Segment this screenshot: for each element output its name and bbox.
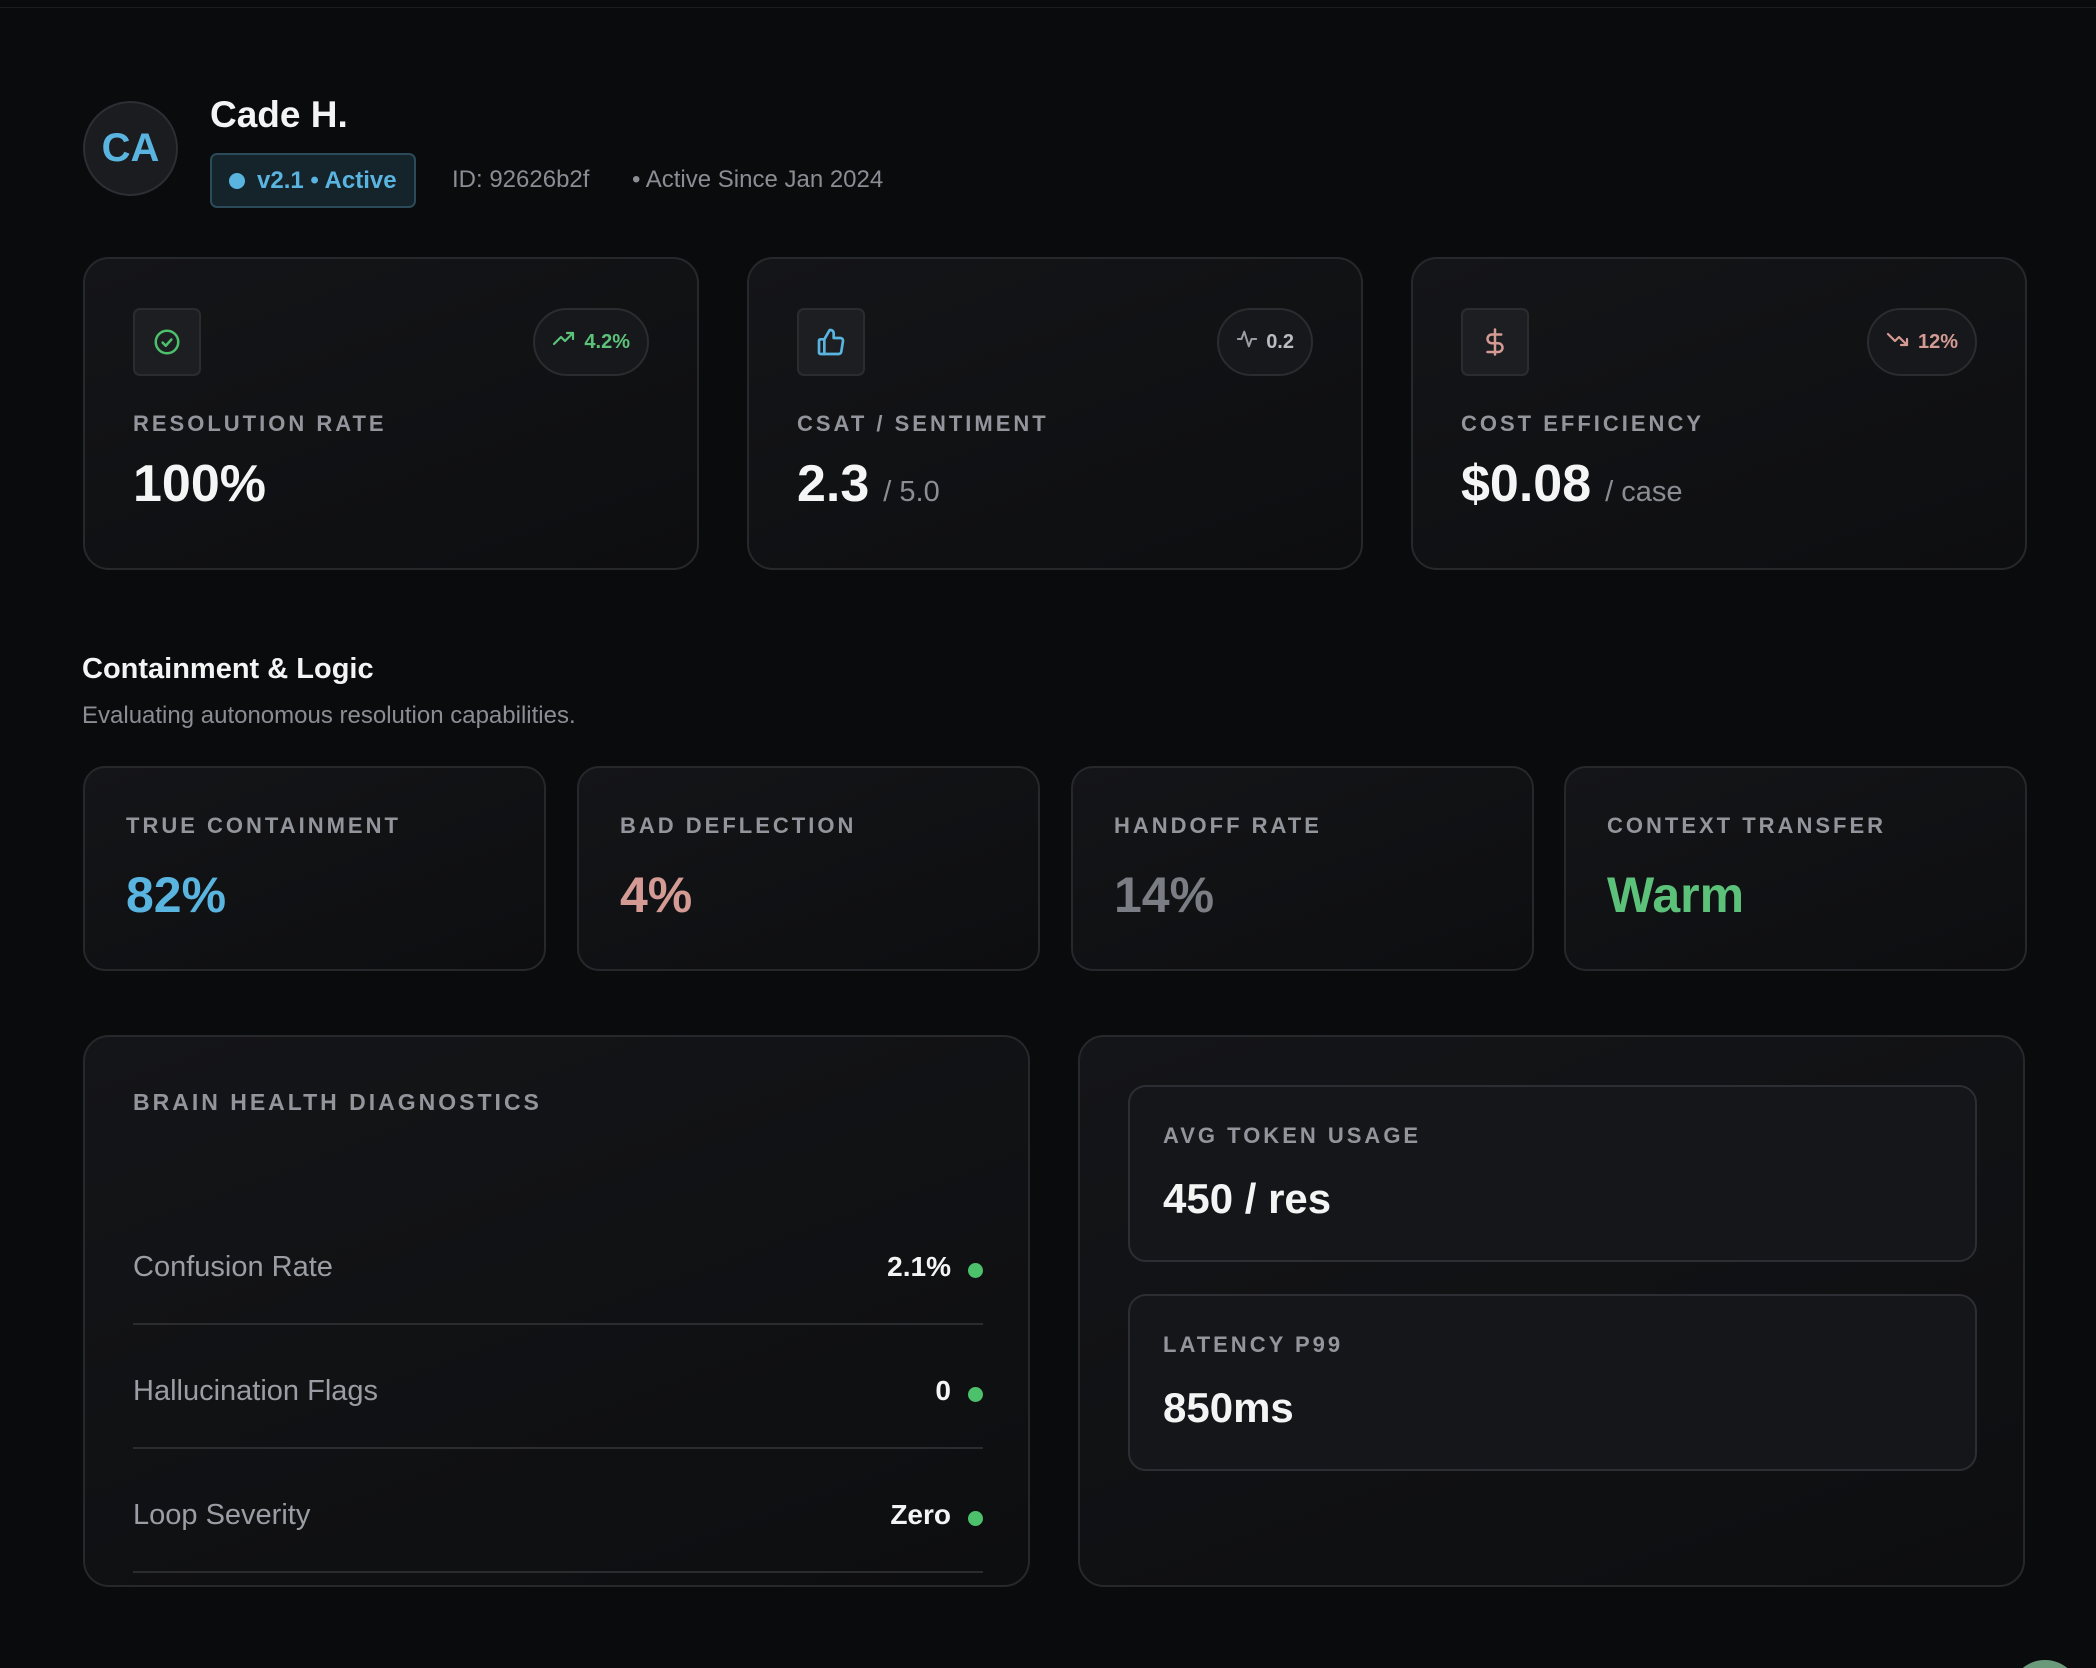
status-dot-icon <box>229 172 245 189</box>
metric-label: AVG TOKEN USAGE <box>1163 1123 1422 1148</box>
metric-label: LATENCY P99 <box>1163 1332 1344 1357</box>
trending-down-icon <box>1886 329 1910 355</box>
metric-card-avg-token-usage: AVG TOKEN USAGE 450 / res <box>1128 1085 1977 1262</box>
trend-value: 4.2% <box>584 330 630 353</box>
metric-card-bad-deflection: BAD DEFLECTION 4% <box>577 766 1040 971</box>
metric-label: BAD DEFLECTION <box>620 813 857 838</box>
kpi-label: CSAT / SENTIMENT <box>797 411 1049 436</box>
agent-id: ID: 92626b2f <box>452 166 590 193</box>
diagnostics-title: BRAIN HEALTH DIAGNOSTICS <box>133 1089 542 1115</box>
active-since: • Active Since Jan 2024 <box>632 166 884 193</box>
metric-value: Warm <box>1607 867 1745 923</box>
avatar: CA <box>83 101 178 196</box>
diagnostic-label: Loop Severity <box>133 1499 311 1531</box>
diagnostic-value: 0 <box>935 1375 951 1406</box>
metric-value: 14% <box>1114 867 1215 923</box>
diagnostic-row: Confusion Rate 2.1% <box>133 1201 983 1325</box>
metric-label: TRUE CONTAINMENT <box>126 813 401 838</box>
activity-icon <box>1236 328 1258 356</box>
section-subtitle: Evaluating autonomous resolution capabil… <box>82 702 576 729</box>
kpi-card-resolution-rate: 4.2% RESOLUTION RATE 100% <box>83 257 699 570</box>
brain-health-diagnostics-card: BRAIN HEALTH DIAGNOSTICS Confusion Rate … <box>83 1035 1030 1587</box>
trend-badge: 4.2% <box>533 308 649 376</box>
metric-card-context-transfer: CONTEXT TRANSFER Warm <box>1564 766 2027 971</box>
metric-label: HANDOFF RATE <box>1114 813 1322 838</box>
section-title: Containment & Logic <box>82 653 374 685</box>
kpi-value: 100% <box>133 455 266 513</box>
trend-badge: 0.2 <box>1217 308 1313 376</box>
metric-value: 850ms <box>1163 1384 1294 1431</box>
diagnostic-value: Zero <box>890 1499 951 1530</box>
kpi-label: COST EFFICIENCY <box>1461 411 1705 436</box>
diagnostic-value: 2.1% <box>887 1251 951 1282</box>
diagnostic-label: Hallucination Flags <box>133 1375 379 1407</box>
trend-value: 12% <box>1917 330 1958 353</box>
kpi-card-csat: 0.2 CSAT / SENTIMENT 2.3 / 5.0 <box>747 257 1363 570</box>
trend-value: 0.2 <box>1266 330 1294 353</box>
kpi-suffix: / case <box>1605 476 1683 508</box>
thumbs-up-icon <box>797 308 865 376</box>
diagnostic-row: Hallucination Flags 0 <box>133 1325 983 1449</box>
agent-name: Cade H. <box>210 94 348 135</box>
dollar-icon <box>1461 308 1529 376</box>
avatar-initials: CA <box>101 126 160 170</box>
metric-card-latency-p99: LATENCY P99 850ms <box>1128 1294 1977 1471</box>
trending-up-icon <box>552 329 576 355</box>
metric-value: 4% <box>620 867 693 923</box>
check-circle-icon <box>133 308 201 376</box>
top-divider <box>0 0 2096 8</box>
kpi-value: 2.3 <box>797 455 870 513</box>
performance-card: AVG TOKEN USAGE 450 / res LATENCY P99 85… <box>1078 1035 2025 1587</box>
kpi-value-group: $0.08 / case <box>1461 454 1683 514</box>
kpi-label: RESOLUTION RATE <box>133 411 387 436</box>
trend-badge: 12% <box>1866 308 1977 376</box>
floating-avatar[interactable] <box>2010 1660 2080 1668</box>
status-dot-icon <box>968 1263 983 1278</box>
kpi-value: $0.08 <box>1461 455 1592 513</box>
diagnostic-row: Loop Severity Zero <box>133 1449 983 1573</box>
metric-value: 82% <box>126 867 227 923</box>
diagnostic-label: Confusion Rate <box>133 1251 333 1283</box>
kpi-suffix: / 5.0 <box>883 476 940 508</box>
kpi-value-group: 100% <box>133 454 266 514</box>
metric-card-true-containment: TRUE CONTAINMENT 82% <box>83 766 546 971</box>
status-dot-icon <box>968 1387 983 1402</box>
kpi-value-group: 2.3 / 5.0 <box>797 454 940 514</box>
kpi-card-cost-efficiency: 12% COST EFFICIENCY $0.08 / case <box>1411 257 2027 570</box>
status-dot-icon <box>968 1511 983 1526</box>
metric-label: CONTEXT TRANSFER <box>1607 813 1886 838</box>
metric-card-handoff-rate: HANDOFF RATE 14% <box>1071 766 1534 971</box>
version-status-badge: v2.1 • Active <box>210 153 416 208</box>
metric-value: 450 / res <box>1163 1175 1332 1222</box>
version-badge-label: v2.1 • Active <box>257 166 397 194</box>
